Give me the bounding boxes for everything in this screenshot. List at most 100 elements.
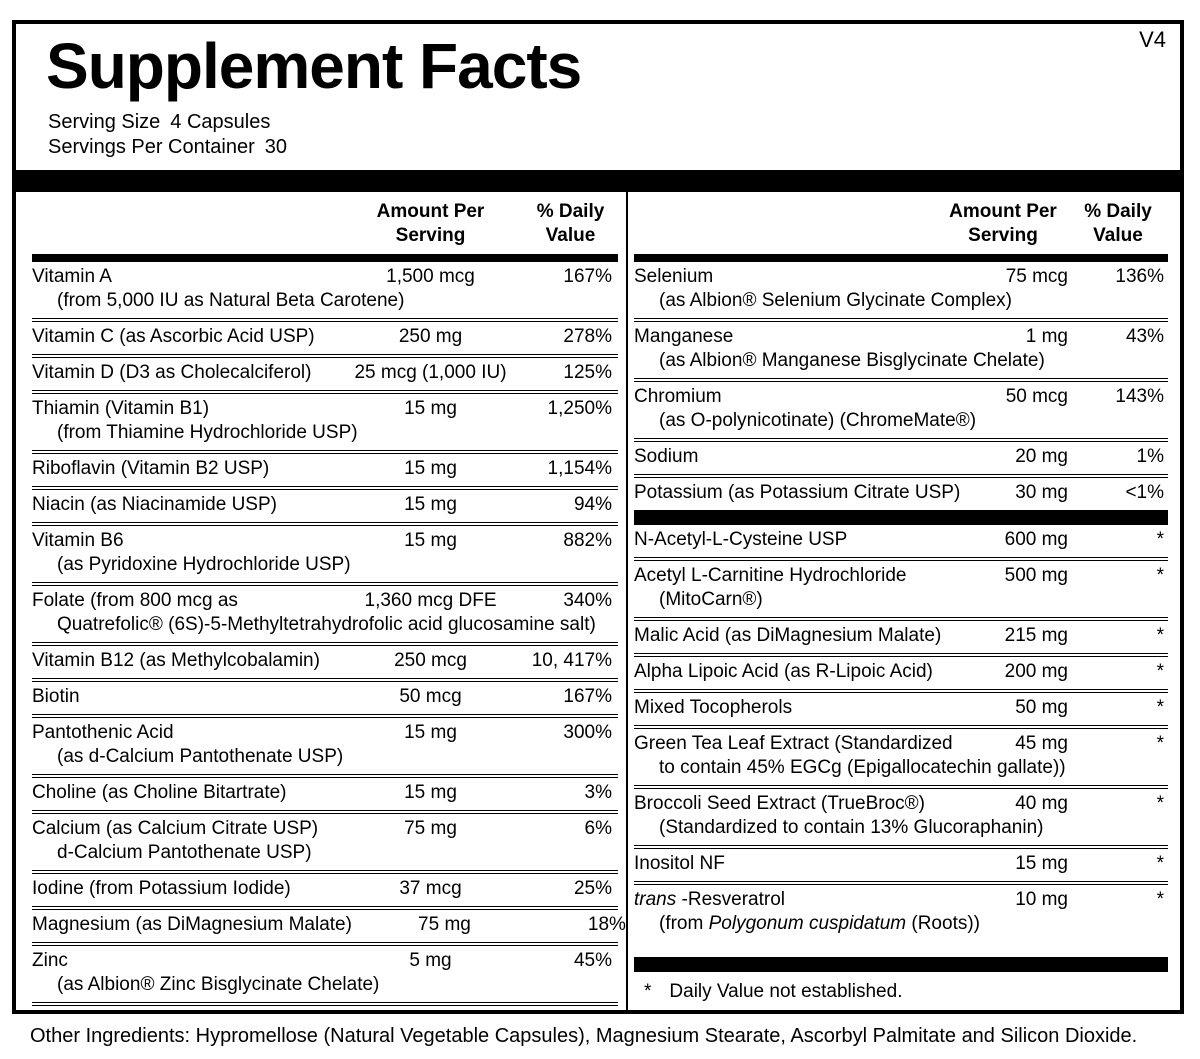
nutrient-columns: Amount Per Serving % Daily Value Vitamin… bbox=[16, 192, 1180, 1014]
nutrient-amount: 250 mg bbox=[398, 326, 463, 347]
nutrient-daily-value: 25% bbox=[573, 878, 612, 899]
nutrient-daily-value: * bbox=[1156, 661, 1164, 682]
nutrient-row: trans -Resveratrol 10 mg * (from Polygonum … bbox=[634, 881, 1168, 941]
nutrient-amount: 15 mg bbox=[404, 458, 457, 479]
nutrient-daily-value: <1% bbox=[1125, 482, 1164, 503]
header-spacer bbox=[634, 200, 938, 248]
nutrient-row: Calcium (as Calcium Citrate USP) 75 mg 6% d… bbox=[32, 810, 618, 870]
nutrient-daily-value: * bbox=[1156, 625, 1164, 646]
amount-header-line1: Amount Per bbox=[949, 201, 1057, 222]
panel-title: Supplement Facts bbox=[46, 30, 582, 102]
nutrient-daily-value: 45% bbox=[573, 950, 612, 971]
nutrient-source-part: (from bbox=[659, 913, 709, 934]
nutrient-source-note: (as Albion® Manganese Bisglycinate Chela… bbox=[659, 350, 1045, 371]
nutrient-amount: 75 mg bbox=[404, 818, 457, 839]
dv-header-line1: % Daily bbox=[1084, 201, 1152, 222]
nutrient-source-note: (MitoCarn®) bbox=[659, 589, 763, 610]
nutrient-row: Folate (from 800 mcg as 1,360 mcg DFE 340%… bbox=[32, 582, 618, 642]
column-divider bbox=[626, 192, 628, 1014]
nutrient-daily-value: 6% bbox=[584, 818, 612, 839]
serving-info: Serving Size 4 Capsules Servings Per Cont… bbox=[48, 110, 1180, 160]
nutrient-daily-value: 167% bbox=[563, 266, 612, 287]
nutrient-daily-value: 1% bbox=[1136, 446, 1164, 467]
nutrient-amount: 250 mcg bbox=[394, 650, 467, 671]
left-column-header: Amount Per Serving % Daily Value bbox=[32, 192, 618, 254]
nutrient-daily-value: * bbox=[1156, 565, 1164, 586]
nutrient-row: Vitamin B12 (as Methylcobalamin) 250 mcg 1… bbox=[32, 642, 618, 678]
nutrient-amount: 20 mg bbox=[1015, 446, 1068, 467]
nutrient-amount: 15 mg bbox=[1015, 853, 1068, 874]
top-divider-bar bbox=[16, 170, 1180, 192]
nutrient-name: Pantothenic Acid bbox=[32, 722, 174, 743]
nutrient-amount: 10 mg bbox=[1015, 889, 1068, 910]
nutrient-name: Potassium (as Potassium Citrate USP) bbox=[634, 482, 961, 503]
nutrient-daily-value: 143% bbox=[1115, 386, 1164, 407]
nutrient-amount: 1,360 mcg DFE bbox=[364, 590, 497, 611]
nutrient-name: Sodium bbox=[634, 446, 699, 467]
nutrient-daily-value: 300% bbox=[563, 722, 612, 743]
nutrient-name: trans -Resveratrol bbox=[634, 888, 963, 912]
nutrient-source-note: (from Thiamine Hydrochloride USP) bbox=[57, 422, 358, 443]
nutrient-row: Magnesium (as DiMagnesium Malate) 75 mg 18… bbox=[32, 906, 626, 942]
amount-header-line1: Amount Per bbox=[376, 201, 485, 222]
amount-header-line2: Serving bbox=[968, 225, 1038, 246]
nutrient-row: Choline (as Choline Bitartrate) 15 mg 3% bbox=[32, 774, 618, 810]
nutrient-row: Broccoli Seed Extract (TrueBroc®) 40 mg * (… bbox=[634, 785, 1168, 845]
nutrient-daily-value: 1,250% bbox=[547, 398, 612, 419]
nutrient-amount: 30 mg bbox=[1015, 482, 1068, 503]
nutrient-row: Vitamin C (as Ascorbic Acid USP) 250 mg 27… bbox=[32, 318, 618, 354]
nutrient-daily-value: 882% bbox=[563, 530, 612, 551]
nutrient-amount: 5 mg bbox=[409, 950, 452, 971]
nutrient-row: Mixed Tocopherols 50 mg * bbox=[634, 689, 1168, 725]
nutrient-daily-value: 278% bbox=[563, 326, 612, 347]
daily-value-footnote: * Daily Value not established. bbox=[634, 972, 1168, 1010]
amount-per-serving-header: Amount Per Serving bbox=[938, 200, 1068, 248]
nutrient-amount: 25 mcg (1,000 IU) bbox=[354, 362, 507, 383]
nutrient-row: Alpha Lipoic Acid (as R-Lipoic Acid) 200 … bbox=[634, 653, 1168, 689]
nutrient-name: Biotin bbox=[32, 686, 80, 707]
servings-per-container-label: Servings Per Container bbox=[48, 136, 255, 158]
nutrient-name: Magnesium (as DiMagnesium Malate) bbox=[32, 914, 352, 935]
daily-value-header: % Daily Value bbox=[1068, 200, 1168, 248]
nutrient-row: Malic Acid (as DiMagnesium Malate) 215 mg… bbox=[634, 617, 1168, 653]
nutrient-name: Vitamin B6 bbox=[32, 530, 124, 551]
nutrient-row: N-Acetyl-L-Cysteine USP 600 mg * bbox=[634, 525, 1168, 557]
nutrient-amount: 40 mg bbox=[1015, 793, 1068, 814]
nutrient-name: N-Acetyl-L-Cysteine USP bbox=[634, 529, 848, 550]
nutrient-row: Vitamin B6 15 mg 882% (as Pyridoxine Hydroc… bbox=[32, 522, 618, 582]
supplement-facts-panel: V4 Supplement Facts Serving Size 4 Capsul… bbox=[12, 20, 1184, 1014]
nutrient-row: Pantothenic Acid 15 mg 300% (as d-Calcium P… bbox=[32, 714, 618, 774]
nutrient-daily-value: 10, 417% bbox=[531, 650, 612, 671]
nutrient-row: Vitamin D (D3 as Cholecalciferol) 25 mcg … bbox=[32, 354, 618, 390]
nutrient-name: Choline (as Choline Bitartrate) bbox=[32, 782, 287, 803]
amount-header-line2: Serving bbox=[395, 225, 466, 246]
nutrient-amount: 600 mg bbox=[1004, 529, 1068, 550]
nutrient-row: Riboflavin (Vitamin B2 USP) 15 mg 1,154% bbox=[32, 450, 618, 486]
nutrient-source-note: to contain 45% EGCg (Epigallocatechin ga… bbox=[659, 757, 1066, 778]
other-ingredients: Other Ingredients: Hypromellose (Natural… bbox=[30, 1025, 1138, 1047]
nutrient-name: Mixed Tocopherols bbox=[634, 697, 793, 718]
nutrient-daily-value: 1,154% bbox=[547, 458, 612, 479]
nutrient-name: Iodine (from Potassium Iodide) bbox=[32, 878, 291, 899]
nutrient-daily-value: * bbox=[1156, 529, 1164, 550]
nutrient-source-part: (Roots)) bbox=[906, 913, 981, 934]
nutrient-daily-value: 94% bbox=[573, 494, 612, 515]
nutrient-amount: 15 mg bbox=[404, 722, 457, 743]
nutrient-source-note: (as Albion® Zinc Bisglycinate Chelate) bbox=[57, 974, 380, 995]
section-divider-bar bbox=[634, 510, 1168, 525]
footnote-asterisk: * bbox=[644, 981, 652, 1002]
left-header-bar bbox=[32, 254, 618, 262]
nutrient-amount: 15 mg bbox=[404, 530, 457, 551]
nutrient-source-part: Polygonum cuspidatum bbox=[708, 913, 907, 934]
servings-per-container-value: 30 bbox=[264, 136, 288, 158]
nutrient-name: Acetyl L-Carnitine Hydrochloride bbox=[634, 565, 907, 586]
nutrient-name: Broccoli Seed Extract (TrueBroc®) bbox=[634, 793, 925, 814]
version-tag: V4 bbox=[1139, 27, 1166, 52]
nutrient-row: Zinc 5 mg 45% (as Albion® Zinc Bisglycinate… bbox=[32, 942, 618, 1002]
header-spacer bbox=[32, 200, 338, 248]
serving-size-label: Serving Size bbox=[48, 111, 161, 133]
nutrient-name-part: -Resveratrol bbox=[676, 889, 785, 910]
nutrient-row: Sodium 20 mg 1% bbox=[634, 438, 1168, 474]
nutrient-amount: 1 mg bbox=[1025, 326, 1068, 347]
nutrient-amount: 50 mcg bbox=[399, 686, 462, 707]
